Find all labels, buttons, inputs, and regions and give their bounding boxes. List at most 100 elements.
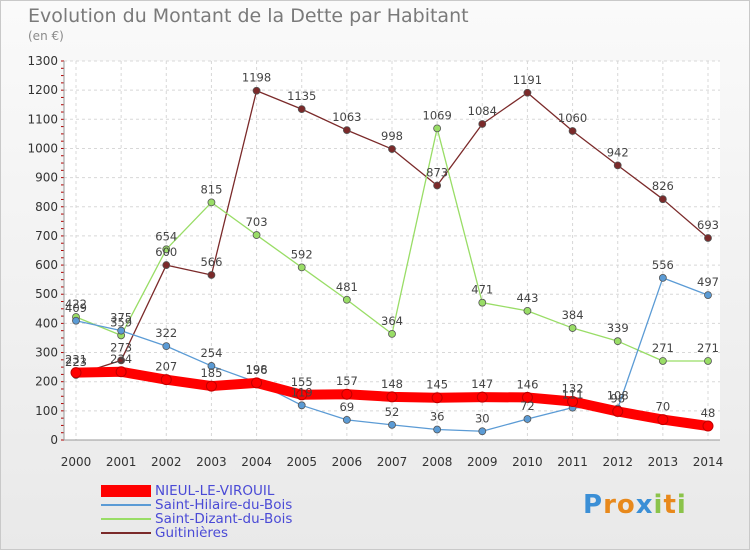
legend-label-guitinieres: Guitinières [155, 525, 229, 541]
data-label: 409 [65, 301, 87, 315]
y-tick-label: 1000 [27, 141, 58, 155]
legend-swatch-nieul [101, 485, 151, 497]
data-point [72, 316, 80, 325]
legend-item-guitinieres: Guitinières [101, 525, 292, 541]
data-label: 1063 [332, 110, 361, 124]
data-point [342, 415, 351, 424]
data-label: 185 [200, 366, 222, 380]
chart-unit: (en €) [28, 29, 64, 43]
data-label: 119 [291, 385, 313, 399]
data-point [612, 405, 624, 417]
data-point [388, 145, 396, 153]
data-point [162, 245, 171, 254]
y-tick-label: 1200 [27, 83, 58, 97]
data-label: 998 [381, 129, 403, 143]
data-point [297, 401, 306, 410]
y-tick-label: 500 [35, 287, 58, 301]
data-label: 443 [516, 291, 538, 305]
y-tick-label: 0 [50, 433, 58, 447]
data-point [252, 86, 261, 95]
data-label: 556 [652, 258, 674, 272]
data-label: 1084 [468, 104, 497, 118]
data-point [523, 415, 532, 423]
y-tick-label: 900 [35, 171, 58, 185]
logo-letter: i [676, 490, 687, 520]
legend: NIEUL-LE-VIROUIL Saint-Hilaire-du-Bois S… [101, 483, 293, 541]
data-label: 273 [110, 340, 132, 354]
legend-label-saint-hilaire: Saint-Hilaire-du-Bois [155, 497, 293, 513]
logo-letter: x [635, 490, 654, 520]
legend-label-nieul: NIEUL-LE-VIROUIL [155, 483, 275, 499]
data-point [297, 105, 306, 114]
data-point [115, 366, 127, 378]
data-label: 234 [110, 352, 132, 366]
data-point [160, 374, 172, 386]
y-tick-label: 800 [35, 200, 58, 214]
data-point [568, 127, 577, 135]
data-label: 364 [381, 314, 403, 328]
y-tick-label: 400 [35, 316, 58, 330]
data-point [70, 367, 82, 379]
logo-letter: i [653, 490, 664, 520]
data-label: 497 [697, 275, 719, 289]
data-label: 693 [697, 218, 719, 232]
data-label: 148 [381, 377, 403, 391]
legend-label-saint-dizant: Saint-Dizant-du-Bois [155, 511, 293, 527]
data-point [205, 380, 217, 392]
y-tick-label: 1300 [27, 54, 58, 68]
data-point [613, 337, 622, 346]
data-point [567, 396, 579, 408]
data-label: 654 [155, 229, 177, 243]
x-tick-label: 2011 [557, 455, 588, 469]
x-tick-label: 2008 [422, 455, 453, 469]
data-label: 339 [607, 321, 629, 335]
data-label: 566 [200, 255, 222, 269]
data-label: 703 [246, 215, 268, 229]
data-point [342, 126, 351, 134]
data-label: 384 [562, 308, 584, 322]
legend-item-saint-hilaire: Saint-Hilaire-du-Bois [101, 497, 293, 513]
x-tick-label: 2004 [241, 455, 272, 469]
data-label: 873 [426, 165, 448, 179]
legend-item-saint-dizant: Saint-Dizant-du-Bois [101, 511, 293, 527]
data-label: 147 [471, 377, 493, 391]
data-point [388, 420, 396, 429]
logo-letter: P [583, 490, 604, 520]
data-label: 481 [336, 280, 358, 294]
data-point [478, 427, 487, 436]
data-point [704, 357, 712, 365]
data-label: 471 [471, 283, 493, 297]
data-label: 826 [652, 179, 674, 193]
data-point [341, 388, 353, 400]
data-label: 1198 [242, 71, 271, 85]
y-tick-label: 600 [35, 258, 58, 272]
data-label: 198 [246, 362, 268, 376]
y-tick-label: 300 [35, 346, 58, 360]
data-label: 359 [110, 315, 132, 329]
data-point [433, 124, 442, 133]
legend-item-nieul: NIEUL-LE-VIROUIL [101, 483, 292, 499]
data-point [523, 306, 532, 315]
data-label: 146 [516, 377, 538, 391]
data-point [613, 161, 622, 170]
data-point [386, 391, 398, 403]
data-point [702, 420, 714, 432]
data-label: 108 [607, 389, 629, 403]
data-label: 254 [200, 346, 222, 360]
data-point [521, 391, 533, 403]
x-tick-label: 2005 [286, 455, 317, 469]
data-label: 592 [291, 247, 313, 261]
data-label: 157 [336, 374, 358, 388]
data-point [657, 414, 669, 426]
data-point [658, 195, 667, 204]
y-tick-label: 1100 [27, 112, 58, 126]
x-tick-label: 2007 [377, 455, 408, 469]
logo-letter: r [603, 490, 617, 520]
data-point [478, 298, 487, 307]
data-point [431, 392, 443, 404]
data-label: 207 [155, 360, 177, 374]
data-point [388, 329, 396, 338]
data-point [162, 261, 171, 269]
y-tick-label: 100 [35, 404, 58, 418]
